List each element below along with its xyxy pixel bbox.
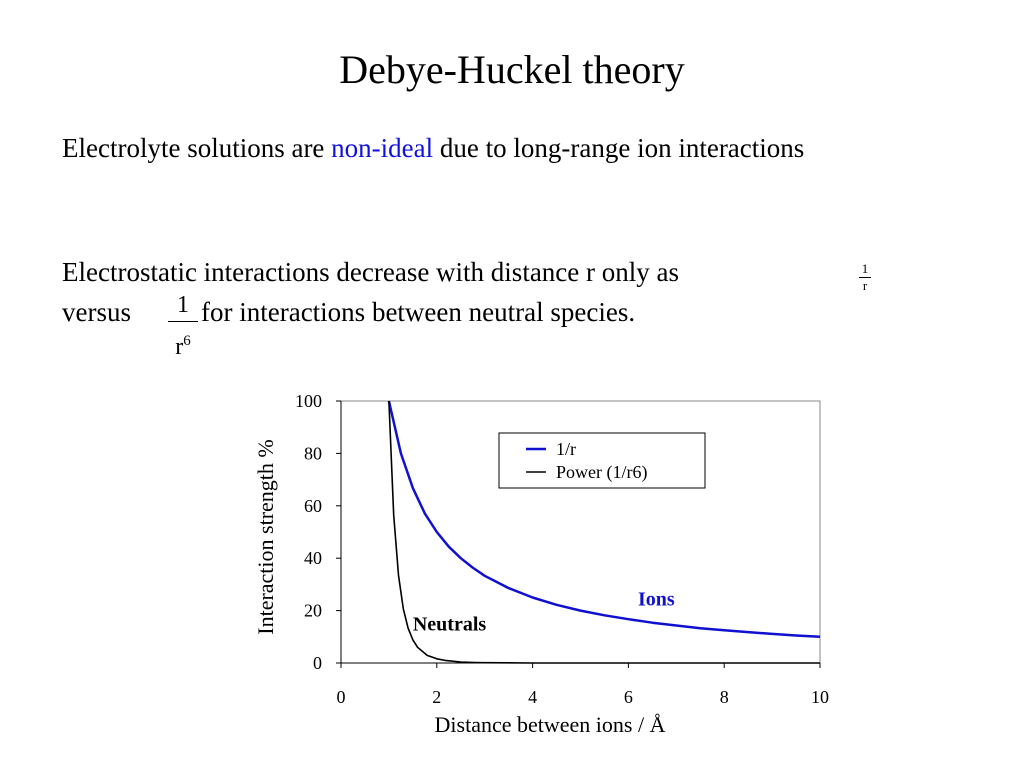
- para2-line1: Electrostatic interactions decrease with…: [62, 257, 680, 287]
- chart-legend: 1/r Power (1/r6): [498, 432, 706, 489]
- x-tick-label: 8: [720, 687, 729, 707]
- fraction-one-over-r: 1 r: [857, 262, 873, 293]
- y-tick-label: 80: [304, 443, 322, 463]
- para2-line2: versus for interactions between neutral s…: [62, 292, 852, 332]
- chart-annotations: Ions Neutrals: [413, 588, 675, 635]
- y-tick-label: 60: [304, 496, 322, 516]
- legend-entry-label: 1/r: [556, 439, 576, 459]
- fraction-r-bar: [859, 277, 871, 278]
- para2-versus: versus: [62, 297, 131, 327]
- annotation-label: Ions: [638, 588, 675, 610]
- chart-series-layer: [387, 400, 821, 664]
- x-axis-label: Distance between ions / Å: [435, 712, 666, 737]
- chart-axes: 0 20 40 60 80 100 0 2 4 6 8 10: [295, 391, 829, 707]
- series-line-power-1-over-r6: [388, 400, 820, 664]
- fraction-r6-denominator: r6: [168, 328, 198, 360]
- legend-box: [498, 432, 706, 489]
- fraction-r6-exponent: 6: [183, 333, 191, 349]
- fraction-r-numerator: 1: [861, 261, 869, 276]
- y-tick-label: 20: [304, 601, 322, 621]
- paragraph-electrostatic: Electrostatic interactions decrease with…: [62, 252, 852, 332]
- paragraph-electrolyte: Electrolyte solutions are non-ideal due …: [62, 128, 862, 168]
- y-tick-label: 100: [295, 391, 322, 411]
- para1-text-after: due to long-range ion interactions: [433, 133, 805, 163]
- series-line-1-over-r: [387, 400, 821, 639]
- x-tick-label: 4: [528, 687, 537, 707]
- x-tick-label: 0: [337, 687, 346, 707]
- x-tick-label: 2: [432, 687, 441, 707]
- fraction-r6-base: r: [175, 334, 184, 360]
- fraction-r6-bar: [168, 321, 198, 322]
- para1-text-before: Electrolyte solutions are: [62, 133, 332, 163]
- non-ideal-highlight: non-ideal: [331, 133, 434, 163]
- fraction-one-over-r6: 1 r6: [168, 292, 198, 360]
- y-axis-label: Interaction strength %: [253, 439, 278, 635]
- slide-title: Debye-Huckel theory: [339, 47, 685, 92]
- fraction-r6-numerator: 1: [177, 292, 189, 318]
- x-tick-label: 10: [811, 687, 829, 707]
- annotation-label: Neutrals: [413, 613, 487, 635]
- y-tick-label: 0: [313, 653, 322, 673]
- x-tick-label: 6: [624, 687, 633, 707]
- legend-entry-label: Power (1/r6): [556, 462, 647, 483]
- fraction-r-denominator: r: [862, 278, 868, 293]
- y-tick-label: 40: [304, 548, 322, 568]
- para2-neutral-text: for interactions between neutral species…: [201, 297, 636, 327]
